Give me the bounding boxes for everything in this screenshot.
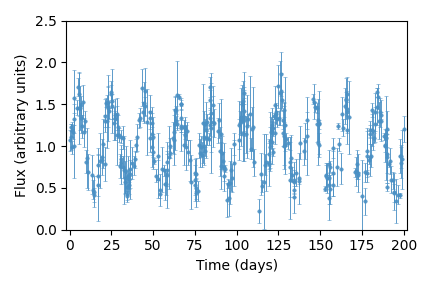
Y-axis label: Flux (arbitrary units): Flux (arbitrary units) bbox=[15, 53, 29, 197]
X-axis label: Time (days): Time (days) bbox=[196, 259, 278, 273]
